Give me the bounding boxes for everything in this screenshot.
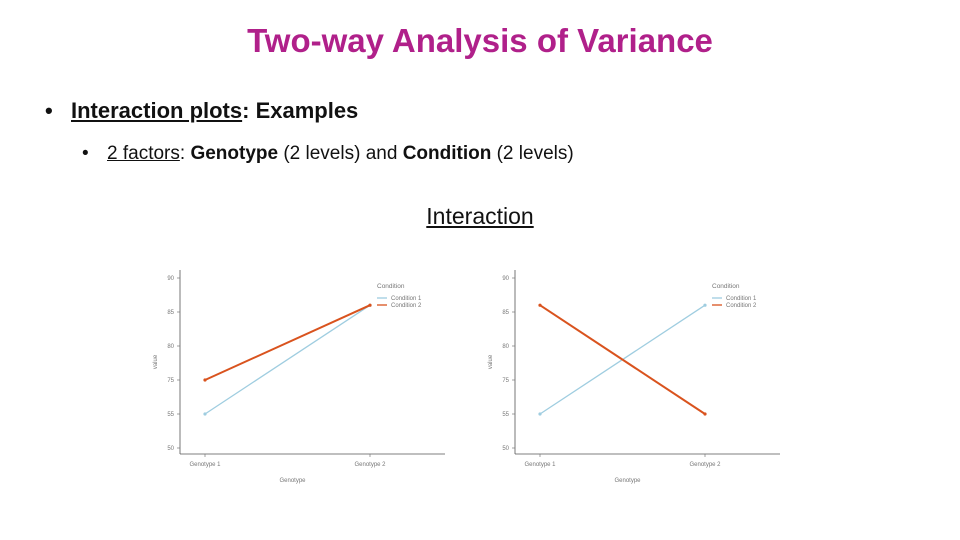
legend-entry: Condition 2 <box>726 303 757 309</box>
chart-svg: 50 55 75 80 85 90 Genotype 1 Genotype 2 Genotype… <box>153 270 445 484</box>
y-tick-label: 85 <box>167 310 174 316</box>
data-point <box>203 412 207 416</box>
x-tick-label: Genotype 1 <box>524 462 556 468</box>
y-tick-label: 50 <box>502 446 509 452</box>
x-tick-label: Genotype 2 <box>354 462 386 468</box>
y-axis-label: value <box>488 354 494 369</box>
section-label: Interaction <box>426 203 534 229</box>
legend-title: Condition <box>377 283 405 290</box>
bullet-two-factors: • 2 factors: Genotype (2 levels) and Cond… <box>82 143 574 165</box>
data-point <box>203 378 207 382</box>
x-tick-label: Genotype 1 <box>189 462 221 468</box>
y-tick-label: 80 <box>502 344 509 350</box>
y-tick-label: 50 <box>167 446 174 452</box>
data-point <box>703 412 707 416</box>
factor1-levels: (2 levels) and <box>278 143 403 164</box>
factor2-name: Condition <box>402 143 492 164</box>
legend-entry: Condition 2 <box>391 303 422 309</box>
data-point <box>368 303 372 307</box>
y-tick-label: 80 <box>167 344 174 350</box>
legend-entry: Condition 1 <box>726 296 757 302</box>
factor1-name: Genotype <box>190 143 279 164</box>
y-axis-label: value <box>153 354 159 369</box>
legend-entry: Condition 1 <box>391 296 422 302</box>
data-point <box>538 303 542 307</box>
factor2-levels: (2 levels) <box>491 143 574 164</box>
bullet2-sep: : <box>179 143 191 164</box>
bullet-icon: • <box>45 98 53 123</box>
y-tick-label: 90 <box>502 276 509 282</box>
bullet-icon: • <box>82 143 89 164</box>
series-line-2 <box>204 304 371 381</box>
y-tick-label: 85 <box>502 310 509 316</box>
slide-title: Two-way Analysis of Variance <box>247 22 713 59</box>
series-line-2 <box>539 304 706 415</box>
y-tick-label: 90 <box>167 276 174 282</box>
interaction-plot-right: 50 55 75 80 85 90 Genotype 1 Genotype 2 Genotype… <box>480 262 790 492</box>
bullet1-label: Interaction plots <box>71 98 243 123</box>
y-tick-label: 55 <box>502 412 509 418</box>
bullet1-rest: : Examples <box>242 98 359 123</box>
legend-title: Condition <box>712 283 740 290</box>
x-tick-label: Genotype 2 <box>689 462 721 468</box>
y-tick-label: 55 <box>167 412 174 418</box>
chart-svg: 50 55 75 80 85 90 Genotype 1 Genotype 2 Genotype… <box>488 270 780 484</box>
y-tick-label: 75 <box>167 378 174 384</box>
x-axis-label: Genotype <box>279 478 306 484</box>
x-axis-label: Genotype <box>614 478 641 484</box>
series-line-1 <box>204 304 371 415</box>
y-tick-label: 75 <box>502 378 509 384</box>
data-point <box>538 412 542 416</box>
data-point <box>703 303 707 307</box>
bullet-interaction-plots: • Interaction plots: Examples <box>45 98 358 124</box>
bullet2-label: 2 factors <box>107 143 180 164</box>
interaction-plot-left: 50 55 75 80 85 90 Genotype 1 Genotype 2 Genotype… <box>145 262 455 492</box>
